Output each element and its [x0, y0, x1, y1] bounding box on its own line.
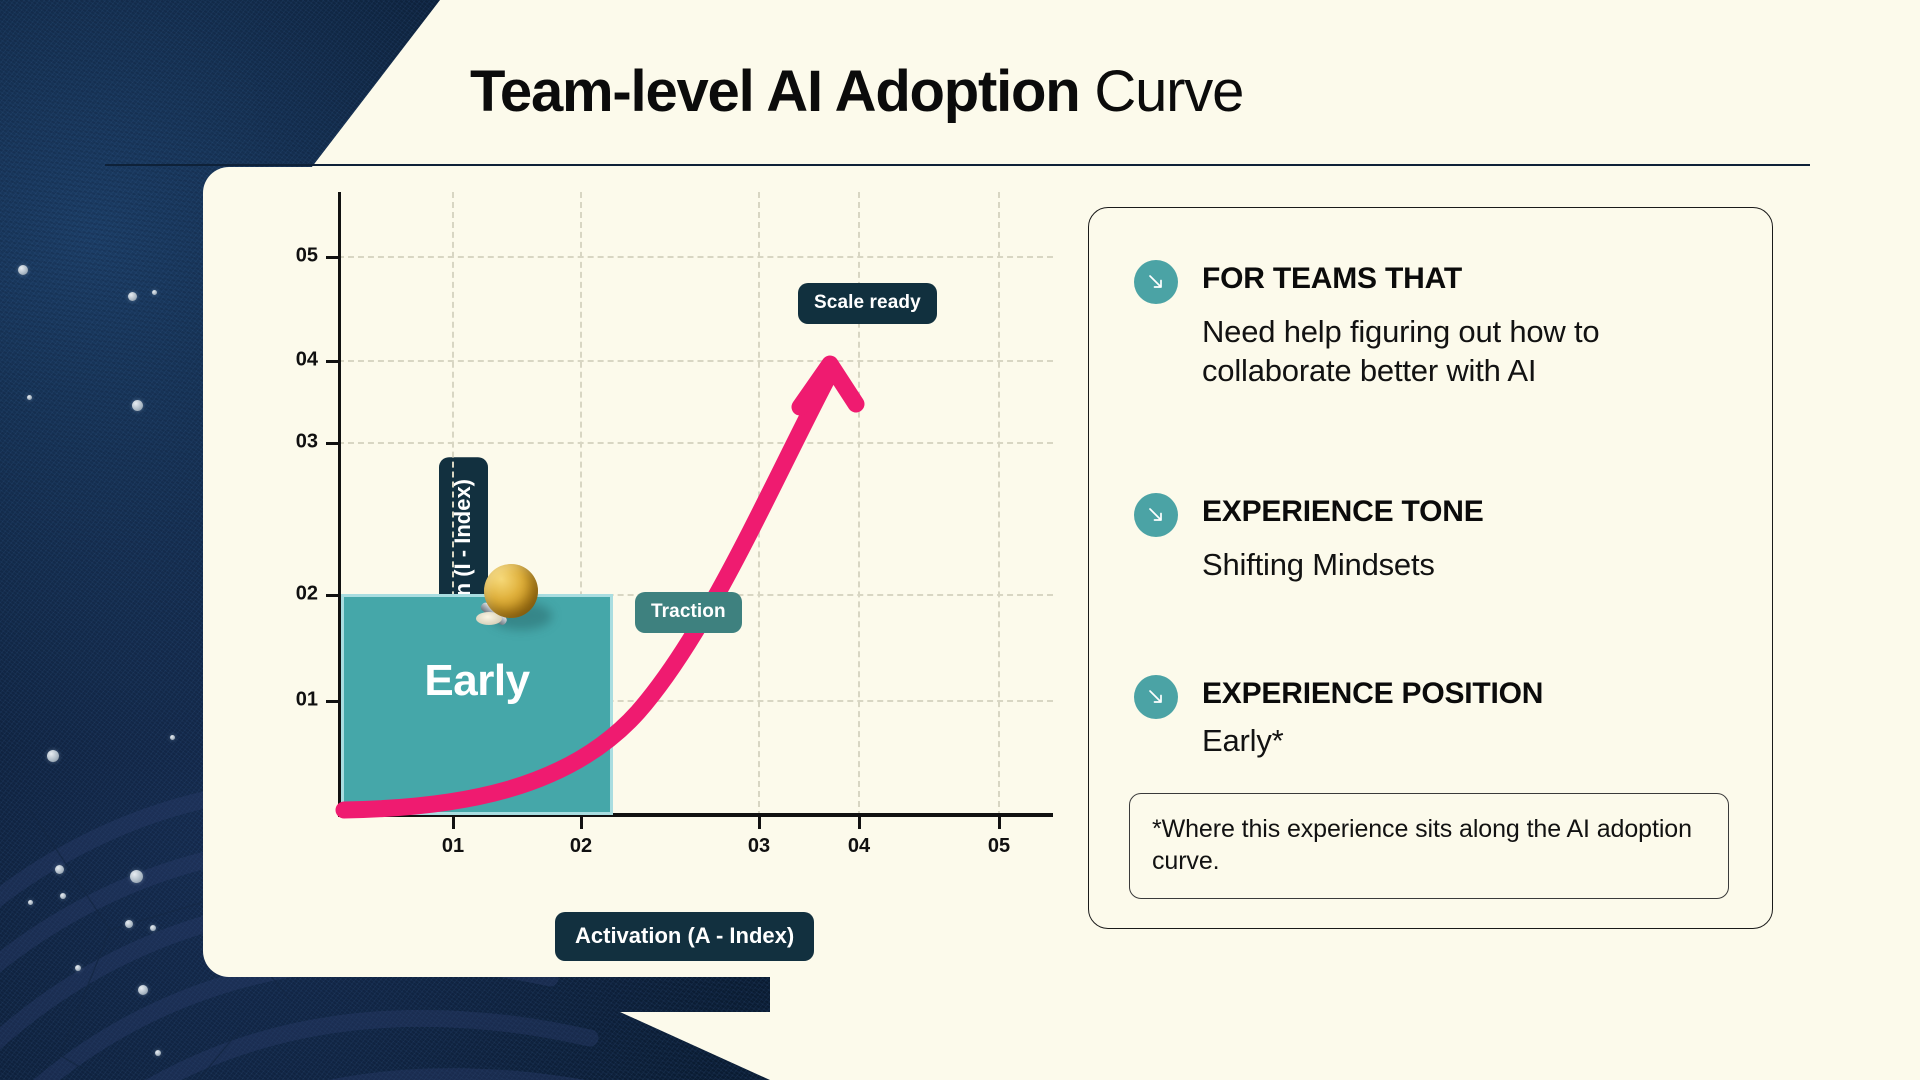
arrow-down-right-icon: [1134, 260, 1178, 304]
y-tick-label-05: 05: [295, 244, 318, 267]
footnote-box: *Where this experience sits along the AI…: [1129, 793, 1729, 899]
x-tick-label-01: 01: [441, 835, 465, 857]
y-tick-label-01: 01: [295, 688, 318, 711]
x-tick-04: [858, 817, 861, 829]
adoption-curve-line: [335, 355, 865, 819]
info-row-heading: EXPERIENCE TONE: [1202, 495, 1484, 528]
gridline-h-05: [338, 256, 1053, 258]
gridline-v-04: [858, 192, 860, 817]
adoption-curve-chart: Institutionalization (I - Index) Activat…: [203, 167, 1063, 977]
y-tick-label-04: 04: [295, 348, 318, 371]
page-title: Team-level AI Adoption Curve: [470, 58, 1244, 125]
gridline-v-02: [580, 192, 582, 817]
x-tick-01: [452, 817, 455, 829]
title-divider: [105, 164, 1810, 166]
gridline-v-01: [452, 192, 454, 817]
y-tick-03: [326, 442, 338, 445]
main-content-card: Institutionalization (I - Index) Activat…: [203, 167, 1808, 977]
gridline-h-03: [338, 442, 1053, 444]
y-tick-label-02: 02: [295, 582, 318, 605]
y-tick-label-03: 03: [295, 430, 318, 453]
annotation-scale-ready: Scale ready: [798, 283, 937, 324]
early-region-label: Early: [424, 655, 530, 705]
x-tick-02: [580, 817, 583, 829]
bottom-corner-cut: [620, 1012, 770, 1080]
y-tick-01: [326, 700, 338, 703]
info-row-body: Shifting Mindsets: [1202, 547, 1435, 582]
y-tick-05: [326, 256, 338, 259]
page-title-light: Curve: [1079, 59, 1244, 124]
info-row-heading: EXPERIENCE POSITION: [1202, 677, 1544, 710]
page-title-bold: Team-level AI Adoption: [470, 59, 1081, 124]
gridline-h-01: [338, 700, 1053, 702]
info-row-body: Early*: [1202, 723, 1284, 758]
position-pin-marker: [468, 564, 552, 638]
x-tick-label-02: 02: [569, 835, 593, 857]
arrow-down-right-icon: [1134, 493, 1178, 537]
info-row-heading: FOR TEAMS THAT: [1202, 262, 1462, 295]
early-region-box: Early: [341, 594, 613, 815]
gridline-v-05: [998, 192, 1000, 817]
x-axis-label: Activation (A - Index): [555, 912, 815, 961]
gridline-h-04: [338, 360, 1053, 362]
y-axis-line: [338, 192, 341, 817]
info-row-body: Need help figuring out how to collaborat…: [1202, 314, 1600, 389]
x-axis-line: [338, 813, 1053, 817]
x-tick-03: [758, 817, 761, 829]
x-tick-05: [998, 817, 1001, 829]
y-tick-04: [326, 360, 338, 363]
arrow-down-right-icon: [1134, 675, 1178, 719]
pin-base: [476, 612, 502, 625]
annotation-traction: Traction: [635, 592, 742, 633]
plot-area: 05 04 03 02 01 01 02 03 04 05 Early: [296, 192, 1053, 857]
x-tick-label-03: 03: [747, 835, 771, 857]
x-tick-label-05: 05: [987, 835, 1011, 857]
x-tick-label-04: 04: [847, 835, 871, 857]
pin-head: [484, 564, 538, 618]
experience-info-panel: FOR TEAMS THAT Need help figuring out ho…: [1088, 207, 1773, 929]
y-tick-02: [326, 594, 338, 597]
